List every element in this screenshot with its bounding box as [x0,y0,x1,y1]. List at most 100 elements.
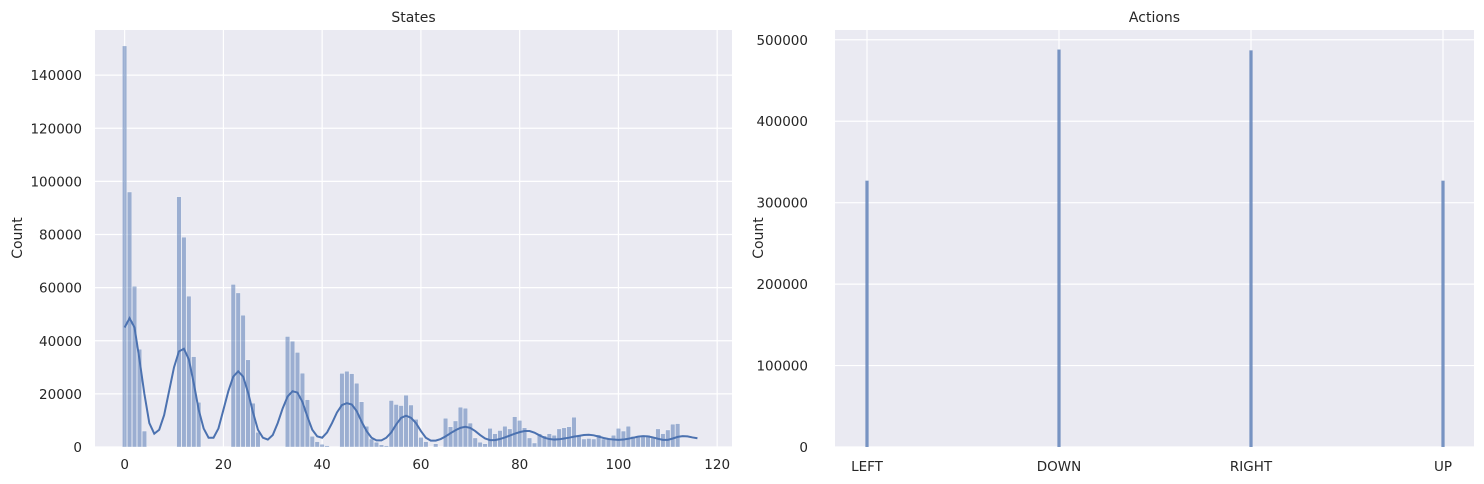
states-bar [142,430,147,448]
states-x-tick-label: 100 [606,457,632,473]
states-bar [314,441,320,448]
actions-y-tick-label: 500000 [756,33,808,49]
states-bar [132,286,137,448]
states-bar [635,437,641,448]
actions-y-tick-label: 100000 [756,359,808,375]
actions-x-tick-label: RIGHT [1230,459,1273,475]
states-bar [403,395,409,448]
states-x-tick-label: 80 [511,457,528,473]
actions-x-tick-label: LEFT [851,459,884,475]
states-bar [181,237,187,448]
actions-y-tick-label: 0 [799,440,808,456]
states-bar [408,404,414,448]
states-x-tick-label: 0 [120,457,129,473]
states-y-tick-labels: 0 20000 40000 60000 80000 100000 120000 140000 [30,68,82,456]
states-bar [640,436,646,448]
states-bar [398,405,404,448]
actions-x-tick-label: DOWN [1037,459,1081,475]
states-bar [581,438,587,448]
states-bar [512,416,518,448]
states-bar [611,435,616,448]
states-bar [364,426,369,448]
actions-plot-background [835,30,1474,447]
states-bar [482,443,488,448]
states-bar [556,428,562,448]
states-y-axis-label: Count [10,217,26,259]
states-bar [383,445,389,448]
states-bar [487,428,493,448]
states-bar [255,432,261,448]
actions-x-tick-label: UP [1434,459,1452,475]
states-gridlines [95,30,732,448]
states-plot-background [95,30,732,447]
states-bar [586,438,592,448]
states-bar [546,433,552,448]
states-bar [507,428,513,448]
states-bar [250,403,256,448]
states-bar [675,423,681,448]
states-bar [423,441,429,448]
states-bar [295,352,300,448]
states-bar [448,426,453,448]
states-bar [176,196,182,448]
states-bar [522,427,527,448]
states-bar [571,417,577,448]
states-x-tick-label: 120 [704,457,730,473]
states-bar [645,435,651,448]
states-bar [527,437,532,448]
states-bar [344,371,350,448]
states-bar [453,420,458,448]
actions-y-tick-label: 300000 [756,196,808,212]
states-bar [379,444,384,448]
states-bar [532,442,537,448]
states-bar [443,418,448,448]
states-bar [369,438,374,448]
states-title: States [391,10,435,26]
actions-histogram-panel: LEFT DOWN RIGHT UP 0 100000 200000 300000 40000… [751,10,1474,475]
states-y-tick-label: 140000 [30,68,82,84]
actions-bar [1057,49,1061,447]
states-bar [625,426,631,448]
states-bar [433,443,439,448]
states-bar [601,438,606,448]
states-bar [137,349,142,448]
states-bar [339,373,345,448]
actions-y-axis-label: Count [751,217,767,259]
states-bar [541,435,547,448]
actions-bar [1249,50,1253,447]
states-bar [300,373,305,448]
states-bar [324,445,330,448]
states-bar [191,356,197,448]
actions-bars [865,49,1445,447]
states-bar [245,359,251,448]
states-bar [230,284,236,448]
actions-y-tick-labels: 0 100000 200000 300000 400000 500000 [756,33,808,456]
states-x-tick-label: 40 [314,457,331,473]
states-bar [319,444,325,448]
states-bar [670,424,676,448]
states-histogram-panel: 0 20 40 60 80 100 120 0 20000 40000 60000 80000 100… [10,10,732,473]
states-bar [467,422,473,448]
states-bar [537,433,542,448]
states-bar [517,420,523,448]
actions-bar [1441,180,1445,447]
states-y-tick-label: 40000 [39,334,82,350]
states-y-tick-label: 0 [73,440,82,456]
states-bar [551,435,557,448]
actions-x-tick-labels: LEFT DOWN RIGHT UP [851,459,1452,475]
states-bar [388,400,394,448]
states-bar [196,402,202,448]
states-bar [285,336,290,448]
states-bar [596,434,602,448]
states-bar [349,373,355,448]
states-x-tick-labels: 0 20 40 60 80 100 120 [120,457,730,473]
states-bar [477,442,483,448]
states-y-tick-label: 60000 [39,281,82,297]
states-bar [616,428,621,448]
actions-y-tick-label: 200000 [756,277,808,293]
states-x-tick-label: 60 [412,457,429,473]
states-bar [472,437,478,448]
states-y-tick-label: 100000 [30,174,82,190]
states-bar [309,436,315,448]
